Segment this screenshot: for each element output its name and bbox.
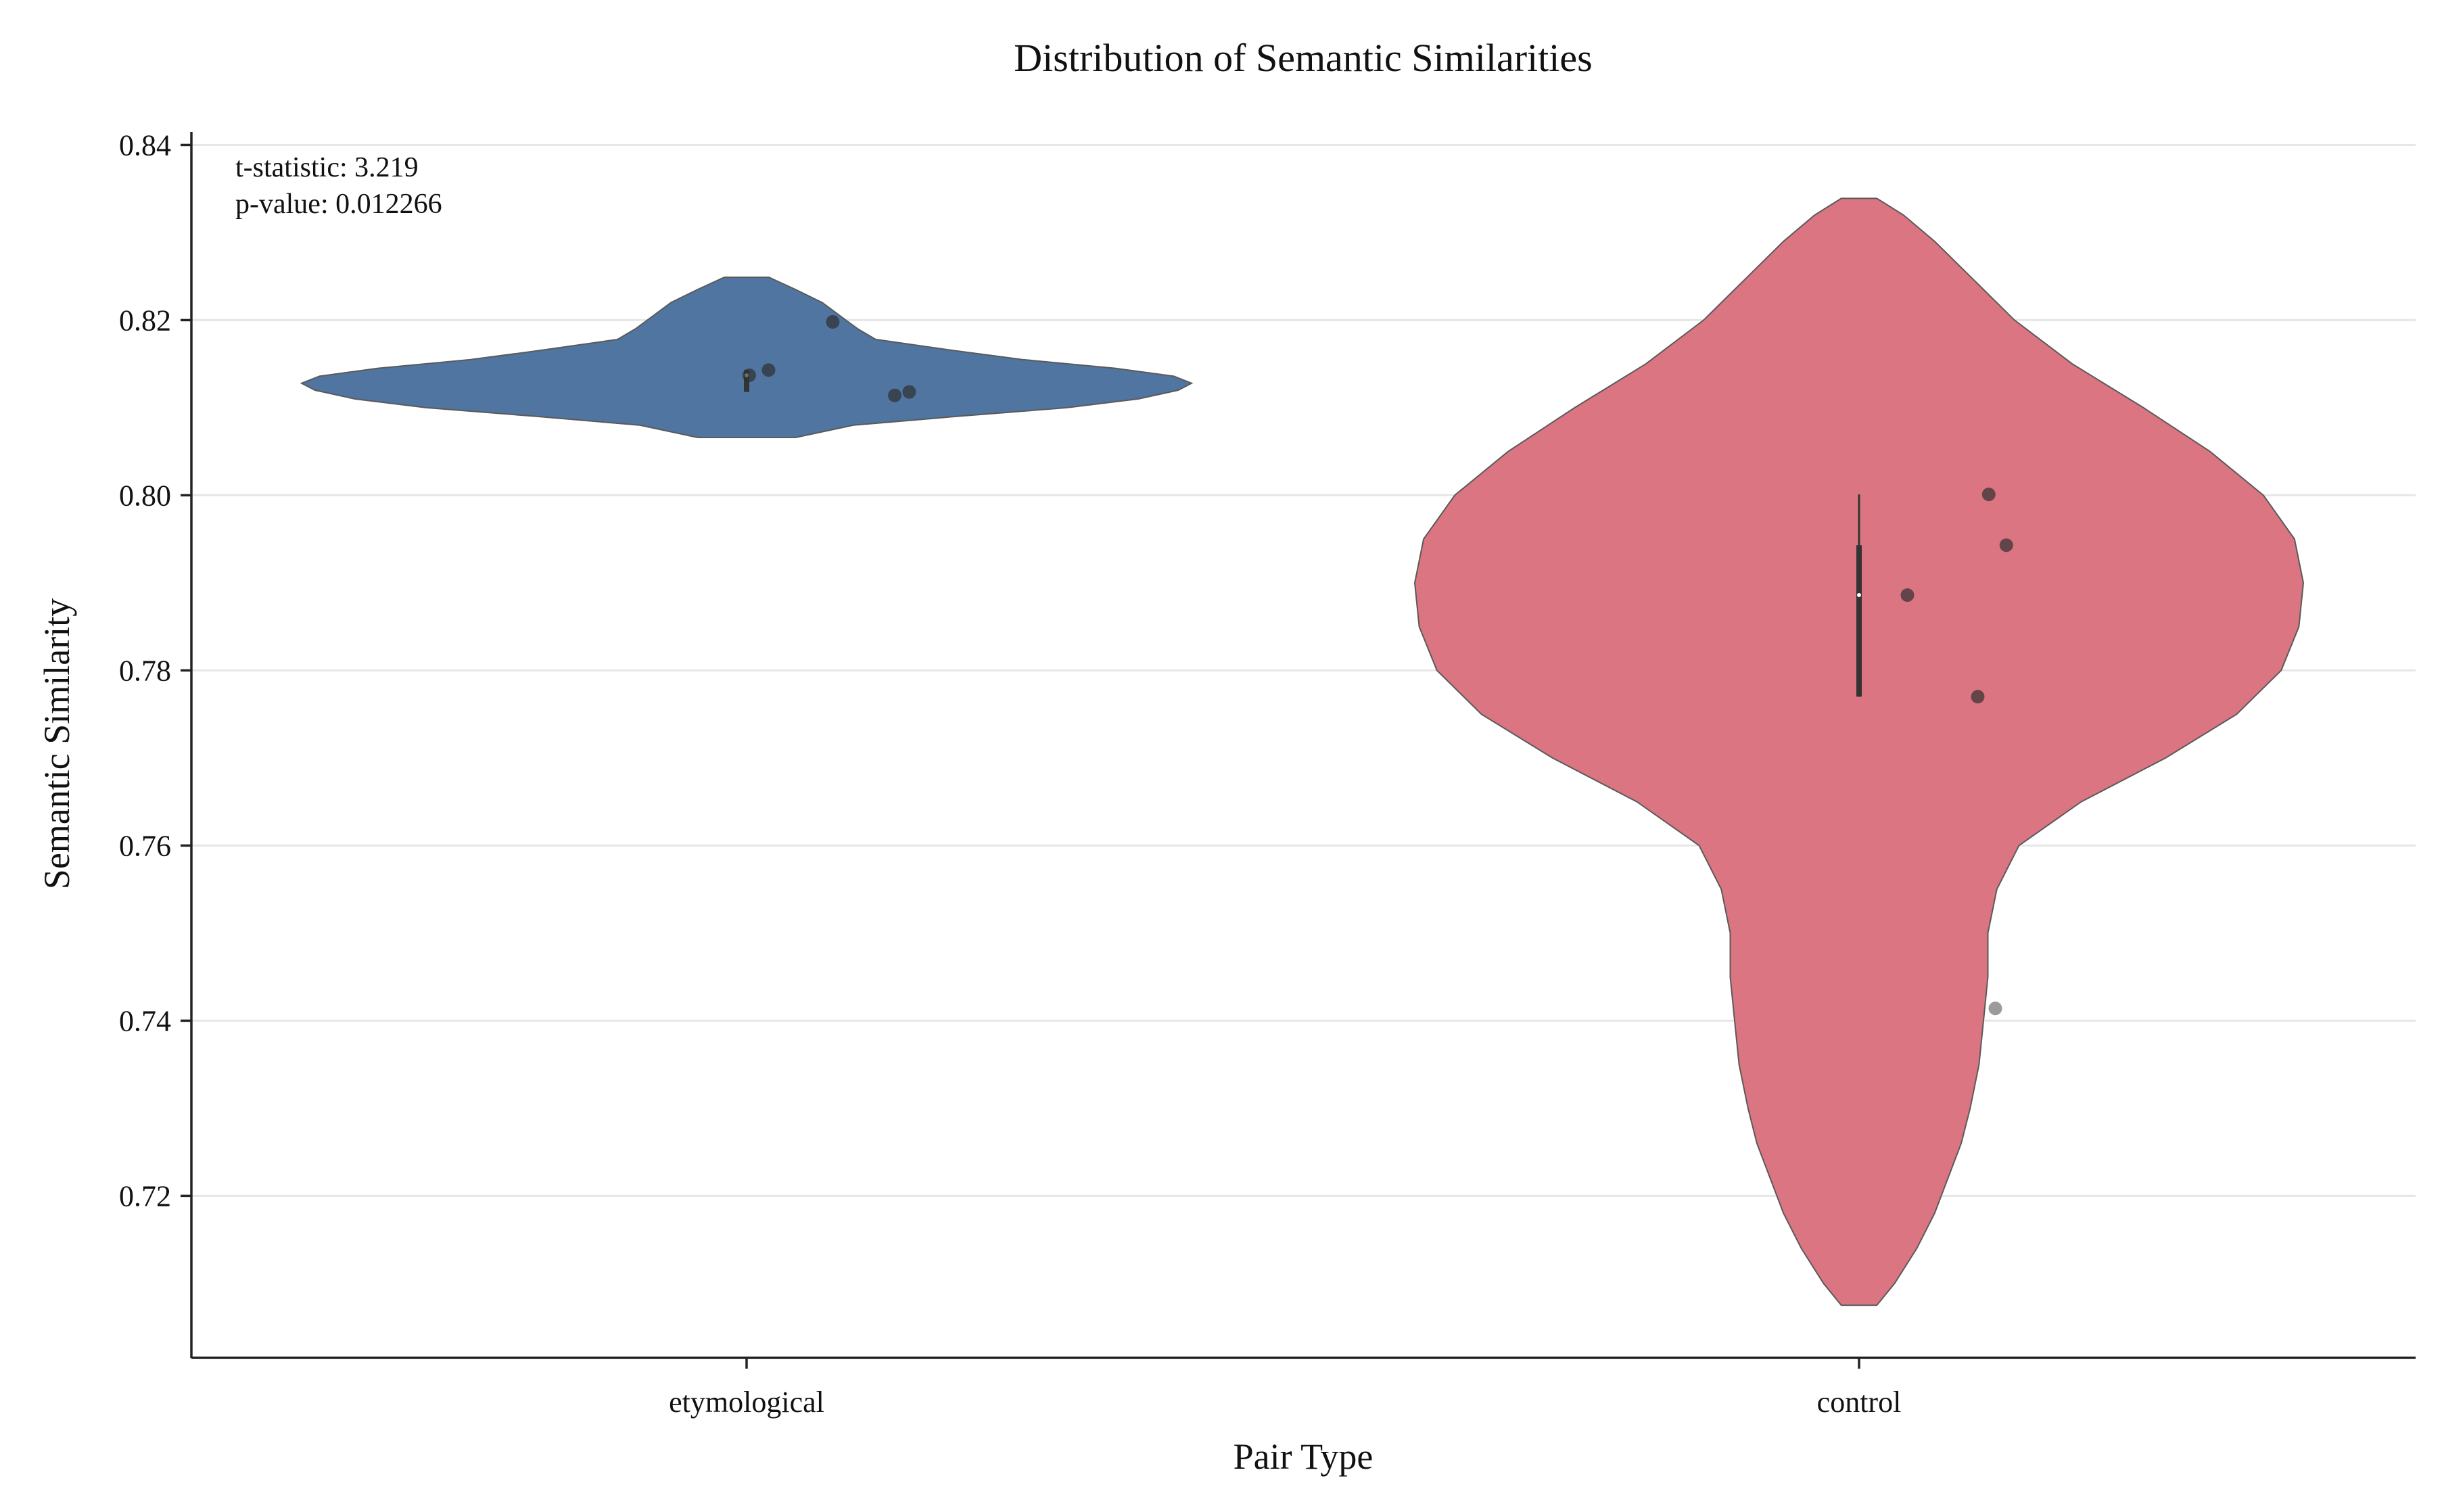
grid-lines [191,143,2416,1197]
y-tick-label: 0.82 [119,304,171,337]
y-tick-label: 0.78 [119,654,171,687]
x-tick-label: control [1817,1386,1902,1419]
violins [300,197,2305,1306]
data-point [1981,488,1996,502]
violin-control [1413,197,2305,1306]
data-point [826,315,840,329]
data-point [888,388,902,402]
y-tick-label: 0.76 [119,829,171,862]
data-point [742,369,756,383]
y-tick-label: 0.84 [119,128,171,162]
y-axis-title: Semantic Similarity [37,598,77,889]
x-tick-label: etymological [669,1386,824,1419]
y-tick-label: 0.74 [119,1004,171,1037]
p-value-annotation: p-value: 0.012266 [235,189,442,220]
data-point [902,385,916,399]
violin-etymological [300,277,1194,438]
data-points [742,315,2013,1016]
y-tick-label: 0.72 [119,1179,171,1212]
data-point [1900,588,1915,603]
y-tick-label: 0.80 [119,479,171,512]
data-point [1971,690,1985,704]
data-point [1988,1001,2002,1016]
chart-title: Distribution of Semantic Similarities [1014,36,1592,80]
axes [190,132,2416,1359]
data-point [1999,538,2013,552]
x-ticks: etymological control [669,1358,1901,1419]
t-statistic-annotation: t-statistic: 3.219 [235,152,419,183]
x-axis-title: Pair Type [1234,1436,1373,1477]
data-point [761,363,776,377]
y-ticks: 0.72 0.74 0.76 0.78 0.80 0.82 0.84 [119,128,191,1212]
median-control [1857,593,1861,598]
